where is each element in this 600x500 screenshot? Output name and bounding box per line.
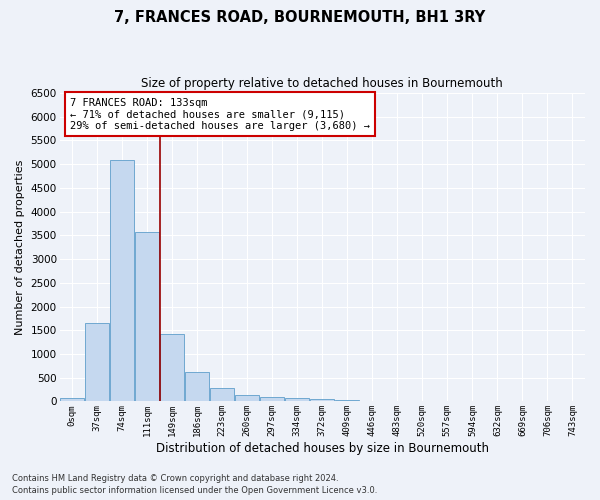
Text: 7, FRANCES ROAD, BOURNEMOUTH, BH1 3RY: 7, FRANCES ROAD, BOURNEMOUTH, BH1 3RY: [115, 10, 485, 25]
Bar: [160, 334, 184, 402]
Text: Contains HM Land Registry data © Crown copyright and database right 2024.
Contai: Contains HM Land Registry data © Crown c…: [12, 474, 377, 495]
Text: 7 FRANCES ROAD: 133sqm
← 71% of detached houses are smaller (9,115)
29% of semi-: 7 FRANCES ROAD: 133sqm ← 71% of detached…: [70, 98, 370, 131]
Bar: [310, 399, 334, 402]
Bar: [110, 160, 134, 402]
Bar: [135, 232, 159, 402]
Bar: [286, 398, 309, 402]
Bar: [260, 397, 284, 402]
Bar: [60, 398, 84, 402]
Bar: [211, 388, 234, 402]
Title: Size of property relative to detached houses in Bournemouth: Size of property relative to detached ho…: [142, 78, 503, 90]
Y-axis label: Number of detached properties: Number of detached properties: [15, 160, 25, 335]
Bar: [235, 395, 259, 402]
Bar: [85, 323, 109, 402]
Bar: [335, 400, 359, 402]
Bar: [185, 372, 209, 402]
X-axis label: Distribution of detached houses by size in Bournemouth: Distribution of detached houses by size …: [156, 442, 489, 455]
